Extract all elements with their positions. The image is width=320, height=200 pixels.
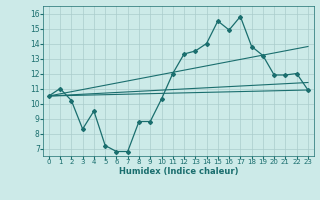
- X-axis label: Humidex (Indice chaleur): Humidex (Indice chaleur): [119, 167, 238, 176]
